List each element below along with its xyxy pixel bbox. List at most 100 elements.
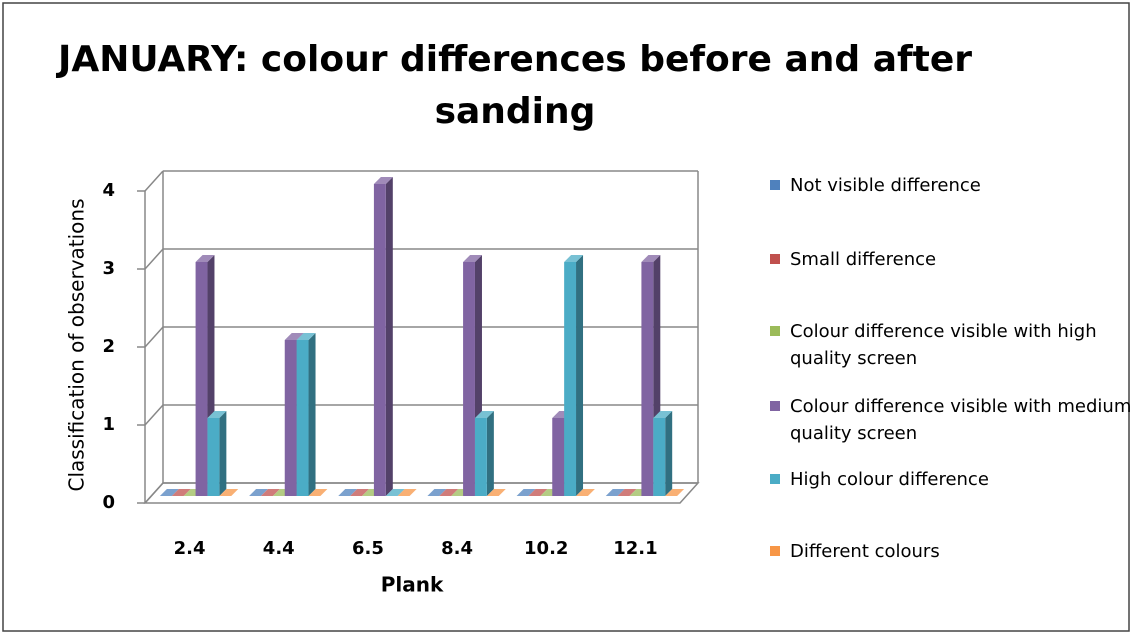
bar (385, 489, 405, 496)
bar (171, 489, 191, 496)
bar-top (260, 489, 280, 496)
bar-front (474, 418, 487, 496)
bar (308, 489, 328, 496)
bar-side (385, 177, 393, 496)
y-tick-label: 1 (102, 414, 115, 435)
bar (653, 411, 673, 496)
chart-title: JANUARY: colour differences before and a… (57, 39, 973, 132)
y-tick-label: 3 (102, 258, 115, 279)
bar-front (207, 418, 220, 496)
legend-label: Colour difference visible with medium qu… (790, 396, 1132, 444)
legend-item: Colour difference visible with high qual… (770, 318, 1134, 372)
bar (373, 177, 393, 496)
bar (665, 489, 685, 496)
bar-top (249, 489, 268, 496)
bar-top (474, 411, 494, 418)
bar-top (427, 489, 447, 496)
legend-item: Different colours (770, 538, 1134, 565)
bar-front (653, 418, 666, 496)
x-tick-label: 10.2 (524, 538, 568, 559)
y-tick-label: 0 (102, 492, 115, 513)
grid-line (144, 326, 164, 348)
bar (474, 411, 494, 496)
legend-swatch (770, 401, 780, 411)
bar (397, 489, 417, 496)
legend-item: Small difference (770, 246, 1134, 273)
bar (528, 489, 548, 496)
bar-top (439, 489, 459, 496)
bar-top (308, 489, 328, 496)
bar-top (350, 489, 370, 496)
legend-item: Not visible difference (770, 172, 1134, 199)
legend-swatch (770, 180, 780, 190)
bar-top (397, 489, 417, 496)
bar-top (385, 489, 405, 496)
x-tick-label: 12.1 (613, 538, 657, 559)
bar-top (605, 489, 625, 496)
bar-top (653, 411, 673, 418)
legend-label: High colour difference (790, 469, 989, 490)
bar-front (284, 340, 297, 496)
bar (296, 333, 316, 496)
bar (338, 489, 358, 496)
bar-front (552, 418, 565, 496)
bar-top (641, 255, 661, 262)
bar-side (308, 333, 316, 496)
legend-label: Different colours (790, 541, 940, 562)
y-tick-label: 2 (102, 336, 115, 357)
bar-top (516, 489, 536, 496)
bar-front (463, 262, 475, 496)
x-tick-label: 2.4 (174, 538, 206, 559)
bar-top (576, 489, 595, 496)
grid-line (144, 404, 164, 426)
bar-top (373, 177, 393, 184)
bar-top (564, 255, 584, 262)
bar (207, 411, 227, 496)
bar-side (219, 411, 227, 496)
legend-label: Not visible difference (790, 175, 981, 196)
y-axis-title: Classification of observations (65, 198, 89, 491)
bar (219, 489, 239, 496)
legend-swatch (770, 254, 780, 264)
y-tick-label: 4 (102, 180, 115, 201)
legend-swatch (770, 474, 780, 484)
x-axis-title: Plank (381, 573, 444, 597)
x-tick-label: 4.4 (263, 538, 295, 559)
bar-front (296, 340, 309, 496)
bar-top (284, 333, 304, 340)
bar-side (486, 411, 494, 496)
grid-line (144, 170, 164, 192)
bar (576, 489, 595, 496)
bar (260, 489, 280, 496)
bar-top (338, 489, 358, 496)
legend-label: Small difference (790, 249, 937, 270)
legend-swatch (770, 546, 780, 556)
legend-item: Colour difference visible with medium qu… (770, 393, 1134, 447)
bar (249, 489, 268, 496)
bar-front (564, 262, 577, 496)
bar-top (665, 489, 685, 496)
bar-side (576, 255, 584, 496)
bar-top (219, 489, 239, 496)
bar-top (486, 489, 506, 496)
x-tick-label: 6.5 (352, 538, 384, 559)
bar-top (296, 333, 316, 340)
bar-side (665, 411, 673, 496)
bar-front (373, 184, 386, 496)
bar-top (617, 489, 637, 496)
bar (439, 489, 459, 496)
bar-top (159, 489, 179, 496)
bar (159, 489, 179, 496)
bar (350, 489, 370, 496)
bar (486, 489, 506, 496)
bar-top (195, 255, 215, 262)
bar-top (207, 411, 227, 418)
bar-top (171, 489, 191, 496)
grid-line (144, 482, 164, 504)
bar (605, 489, 625, 496)
bar (564, 255, 584, 496)
bar-top (463, 255, 482, 262)
legend-label: Colour difference visible with high qual… (790, 321, 1097, 369)
bar-top (528, 489, 548, 496)
